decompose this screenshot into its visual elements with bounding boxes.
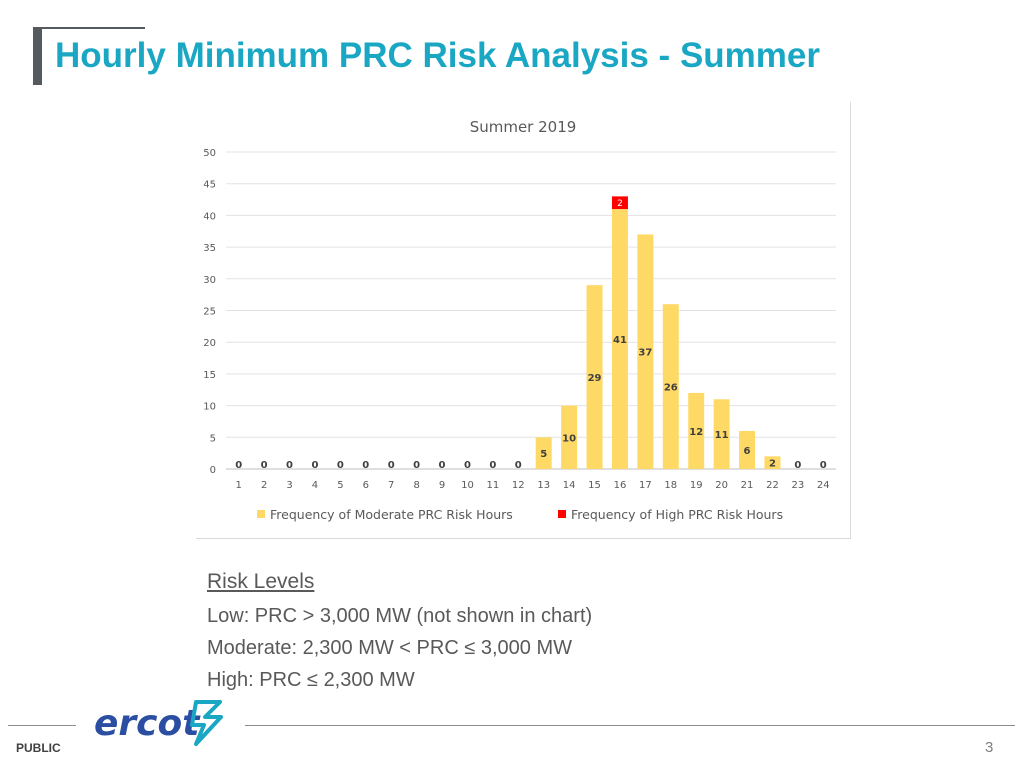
bar-moderate: [561, 405, 578, 469]
data-labels: 0 0 0 0 0 0 0 0 0 0 0 0 5 10 29 2 41 37 26 12 11 6 2 0 0: [235, 199, 827, 471]
risk-levels-heading: Risk Levels: [207, 570, 315, 593]
data-label-moderate: 0: [464, 460, 471, 471]
data-label-moderate: 0: [489, 460, 496, 471]
title-top-rule: [33, 27, 145, 29]
y-axis-ticks: 0 5 10 15 20 25 30 35 40 45 50: [203, 148, 216, 476]
risk-level-high: High: PRC ≤ 2,300 MW: [207, 669, 415, 691]
bar-moderate: [662, 304, 679, 469]
footer-divider-left: [8, 725, 76, 726]
lightning-bolt-icon: [190, 700, 223, 746]
data-label-moderate: 0: [235, 460, 242, 471]
bar-moderate: [535, 437, 552, 469]
data-label-moderate: 11: [715, 430, 729, 441]
data-label-moderate: 0: [337, 460, 344, 471]
data-label-moderate: 5: [540, 449, 547, 460]
x-tick-label: 22: [766, 480, 779, 491]
bar-moderate: [688, 392, 705, 469]
data-label-moderate: 0: [286, 460, 293, 471]
data-label-moderate: 0: [261, 460, 268, 471]
chart-title: Summer 2019: [470, 118, 577, 136]
slide-title: Hourly Minimum PRC Risk Analysis - Summe…: [55, 36, 820, 75]
data-label-moderate: 0: [820, 460, 827, 471]
y-tick-label: 15: [203, 370, 216, 381]
x-tick-label: 8: [413, 480, 419, 491]
risk-level-low: Low: PRC > 3,000 MW (not shown in chart): [207, 605, 593, 627]
y-tick-label: 25: [203, 307, 216, 318]
x-tick-label: 19: [690, 480, 703, 491]
ercot-logo: ercot: [94, 700, 223, 746]
x-tick-label: 18: [664, 480, 677, 491]
y-tick-label: 35: [203, 243, 216, 254]
x-tick-label: 14: [563, 480, 576, 491]
x-tick-label: 15: [588, 480, 601, 491]
data-label-high: 2: [617, 199, 623, 209]
data-label-moderate: 12: [689, 427, 703, 438]
y-tick-label: 30: [203, 275, 216, 286]
x-tick-label: 12: [512, 480, 525, 491]
risk-level-moderate: Moderate: 2,300 MW < PRC ≤ 3,000 MW: [207, 637, 572, 659]
data-label-moderate: 0: [439, 460, 446, 471]
bar-moderate: [764, 456, 781, 469]
data-label-moderate: 29: [588, 373, 602, 384]
data-label-moderate: 0: [794, 460, 801, 471]
x-tick-label: 6: [363, 480, 369, 491]
x-tick-label: 23: [792, 480, 805, 491]
x-tick-label: 3: [286, 480, 292, 491]
legend-swatch-high: [558, 510, 566, 518]
y-tick-label: 50: [203, 148, 216, 159]
y-tick-label: 40: [203, 211, 216, 222]
data-label-moderate: 0: [388, 460, 395, 471]
x-tick-label: 11: [487, 480, 500, 491]
bar-moderate: [611, 209, 628, 469]
x-axis-ticks: 1 2 3 4 5 6 7 8 9 10 11 12 13 14 15 16 17 18 19 20 21 22 23 24: [236, 480, 830, 491]
x-tick-label: 9: [439, 480, 445, 491]
title-accent-bar: [33, 27, 42, 85]
x-tick-label: 24: [817, 480, 830, 491]
y-tick-label: 20: [203, 338, 216, 349]
data-label-moderate: 6: [744, 446, 751, 457]
footer-divider-right: [245, 725, 1015, 726]
y-tick-label: 45: [203, 180, 216, 191]
x-tick-label: 21: [741, 480, 754, 491]
x-tick-label: 20: [715, 480, 728, 491]
bars: [535, 196, 781, 469]
x-tick-label: 1: [236, 480, 242, 491]
data-label-moderate: 0: [362, 460, 369, 471]
x-tick-label: 7: [388, 480, 394, 491]
x-tick-label: 16: [614, 480, 627, 491]
bar-moderate: [739, 430, 756, 469]
data-label-moderate: 0: [515, 460, 522, 471]
x-tick-label: 5: [337, 480, 343, 491]
y-tick-label: 5: [210, 433, 216, 444]
data-label-moderate: 0: [311, 460, 318, 471]
y-tick-label: 0: [210, 465, 216, 476]
legend-label-high: Frequency of High PRC Risk Hours: [571, 507, 783, 522]
data-label-moderate: 2: [769, 459, 776, 470]
x-tick-label: 17: [639, 480, 652, 491]
page-number: 3: [985, 739, 994, 756]
bar-high: [611, 196, 628, 210]
data-label-moderate: 37: [638, 348, 652, 359]
legend-label-moderate: Frequency of Moderate PRC Risk Hours: [270, 507, 513, 522]
bar-moderate: [713, 399, 730, 469]
bar-moderate: [637, 234, 654, 469]
gridlines: [226, 151, 836, 470]
x-tick-label: 13: [537, 480, 550, 491]
bar-moderate: [586, 285, 603, 469]
data-label-moderate: 10: [562, 433, 576, 444]
chart-legend: Frequency of Moderate PRC Risk Hours Fre…: [257, 507, 783, 522]
data-label-moderate: 26: [664, 383, 678, 394]
data-label-moderate: 0: [413, 460, 420, 471]
y-tick-label: 10: [203, 402, 216, 413]
footer-classification-label: PUBLIC: [16, 741, 61, 755]
legend-swatch-moderate: [257, 510, 265, 518]
ercot-logo-text: ercot: [94, 703, 201, 744]
risk-levels-block: Risk Levels Low: PRC > 3,000 MW (not sho…: [207, 570, 592, 701]
data-label-moderate: 41: [613, 335, 627, 346]
x-tick-label: 2: [261, 480, 267, 491]
x-tick-label: 10: [461, 480, 474, 491]
x-tick-label: 4: [312, 480, 318, 491]
